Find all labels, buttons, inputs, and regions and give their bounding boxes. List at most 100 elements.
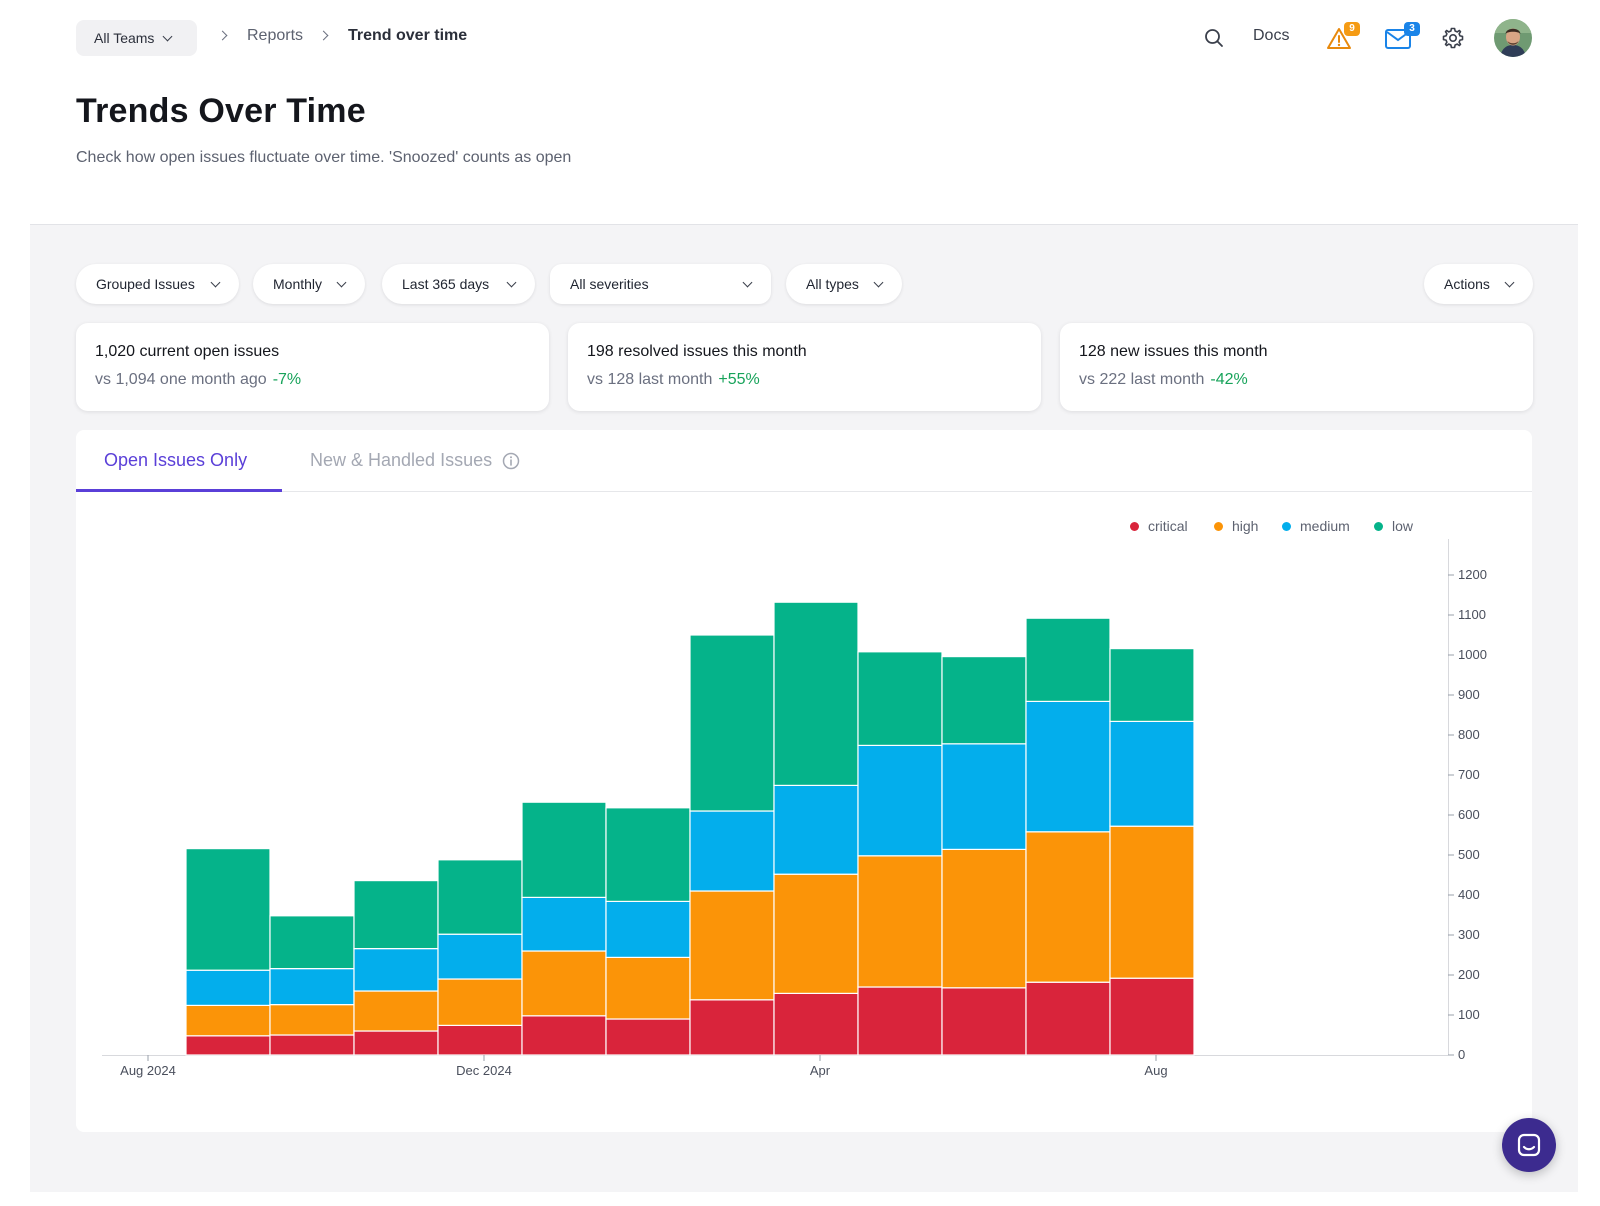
y-tick-label: 1000 [1458, 647, 1487, 662]
legend-critical[interactable]: critical [1130, 518, 1188, 534]
chevron-down-icon [1504, 277, 1515, 287]
y-tick-label: 200 [1458, 967, 1480, 982]
stat-delta: +55% [718, 371, 760, 388]
legend-high[interactable]: high [1214, 518, 1258, 534]
bar-segment-high [269, 1003, 355, 1036]
breadcrumb-reports[interactable]: Reports [247, 27, 304, 44]
interval-filter-label: Monthly [273, 276, 323, 292]
interval-filter[interactable]: Monthly [253, 264, 365, 304]
bar-segment-medium [353, 947, 439, 992]
bar-segment-medium [857, 744, 943, 857]
legend-label: medium [1300, 518, 1350, 534]
grouping-filter-label: Grouped Issues [96, 276, 195, 292]
legend-medium[interactable]: medium [1282, 518, 1350, 534]
bar-segment-critical [185, 1035, 271, 1056]
stat-compare-text: vs 1,094 one month ago [95, 371, 267, 388]
page-title: Trends Over Time [76, 92, 366, 130]
x-tick-label: Aug 2024 [120, 1063, 176, 1078]
bar-segment-low [605, 807, 691, 902]
page-subtitle: Check how open issues fluctuate over tim… [76, 149, 572, 166]
stat-compare-text: vs 128 last month [587, 371, 713, 388]
alerts-button[interactable]: 9 [1326, 22, 1360, 52]
stat-compare: vs 1,094 one month ago -7% [95, 371, 530, 389]
range-filter-label: Last 365 days [402, 276, 490, 292]
breadcrumb-current: Trend over time [348, 27, 468, 44]
bar-segment-high [1025, 831, 1111, 983]
actions-button[interactable]: Actions [1424, 264, 1533, 304]
bar-segment-low [773, 601, 859, 786]
severity-filter[interactable]: All severities [550, 264, 771, 304]
y-tick-label: 100 [1458, 1007, 1480, 1022]
chat-button[interactable] [1502, 1118, 1556, 1172]
chart-tabs: Open Issues Only New & Handled Issues [76, 430, 1532, 492]
legend-label: low [1392, 518, 1414, 534]
stat-delta: -7% [272, 371, 302, 388]
bar-segment-critical [521, 1015, 607, 1056]
y-tick-label: 300 [1458, 927, 1480, 942]
tab-open-issues[interactable]: Open Issues Only [104, 450, 248, 470]
legend-label: critical [1148, 518, 1188, 534]
tab-new-handled[interactable]: New & Handled Issues [310, 450, 520, 471]
bar-segment-critical [689, 999, 775, 1056]
team-select-label: All Teams [94, 30, 155, 46]
chevron-down-icon [162, 31, 173, 41]
bar-segment-critical [269, 1034, 355, 1056]
bar-segment-medium [521, 896, 607, 952]
bar-segment-medium [605, 900, 691, 958]
chevron-right-icon [318, 30, 329, 41]
bar-segment-high [521, 950, 607, 1017]
bar-segment-low [437, 859, 523, 935]
avatar[interactable] [1494, 19, 1532, 57]
docs-link[interactable]: Docs [1253, 27, 1290, 44]
bar-segment-high [941, 848, 1027, 989]
bar-segment-critical [941, 987, 1027, 1056]
bar-segment-low [1025, 617, 1111, 702]
bar-segment-medium [437, 933, 523, 980]
chevron-down-icon [336, 277, 347, 287]
range-filter[interactable]: Last 365 days [382, 264, 535, 304]
legend-low[interactable]: low [1374, 518, 1413, 534]
legend-dot [1374, 521, 1383, 531]
x-tick-label: Apr [810, 1063, 831, 1078]
legend-dot [1214, 521, 1223, 531]
legend-dot [1130, 521, 1139, 531]
bar-segment-medium [1109, 720, 1195, 827]
stat-card-open: 1,020 current open issues vs 1,094 one m… [76, 323, 549, 411]
bar-segment-low [941, 656, 1027, 745]
bar-segment-critical [1109, 977, 1195, 1056]
bar-segment-low [521, 801, 607, 899]
messages-count-badge: 3 [1404, 22, 1420, 36]
bar-segment-critical [353, 1030, 439, 1056]
stat-title: 1,020 current open issues [95, 343, 280, 360]
stacked-bar-chart: 0 100 200 300 400 500 600 700 800 900 1000 1100 1200… [102, 539, 1487, 1078]
stat-compare: vs 222 last month -42% [1079, 371, 1514, 389]
grouping-filter[interactable]: Grouped Issues [76, 264, 239, 304]
bar-segment-high [689, 890, 775, 1001]
search-icon[interactable] [1204, 28, 1224, 48]
stat-delta: -42% [1210, 371, 1248, 388]
bar-segment-high [605, 956, 691, 1020]
info-icon[interactable] [502, 452, 520, 470]
y-tick-label: 1200 [1458, 567, 1487, 582]
team-select[interactable]: All Teams [76, 20, 197, 56]
warning-icon [1327, 28, 1351, 49]
type-filter[interactable]: All types [786, 264, 902, 304]
chevron-down-icon [506, 277, 517, 287]
bar-segment-medium [185, 969, 271, 1007]
bar-segment-medium [269, 967, 355, 1006]
bar-segment-critical [857, 986, 943, 1056]
chart-card: Open Issues Only New & Handled Issues cr… [76, 430, 1532, 1132]
bar-segment-critical [1025, 981, 1111, 1056]
gear-icon[interactable] [1441, 26, 1465, 50]
chevron-down-icon [873, 277, 884, 287]
bar-segment-high [185, 1004, 271, 1037]
y-tick-label: 800 [1458, 727, 1480, 742]
severity-filter-label: All severities [570, 276, 649, 292]
chat-icon [1517, 1133, 1541, 1157]
bar-segment-medium [941, 743, 1027, 850]
bar-segment-critical [437, 1024, 523, 1056]
messages-button[interactable]: 3 [1384, 22, 1420, 52]
y-tick-label: 600 [1458, 807, 1480, 822]
y-tick-label: 0 [1458, 1047, 1465, 1062]
stat-compare-text: vs 222 last month [1079, 371, 1205, 388]
